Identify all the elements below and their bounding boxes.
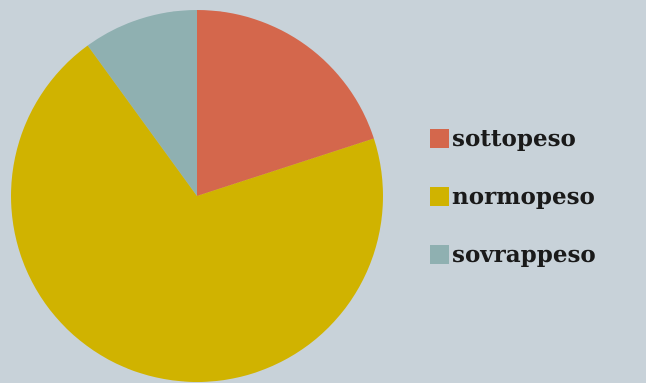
legend-swatch-sovrappeso xyxy=(430,245,449,264)
pie-slice-normopeso xyxy=(11,45,384,382)
legend: sottopeso normopeso sovrappeso xyxy=(430,125,596,268)
legend-label-sottopeso: sottopeso xyxy=(452,125,576,152)
legend-label-normopeso: normopeso xyxy=(452,183,595,210)
pie-slice-sottopeso xyxy=(197,10,374,196)
legend-label-sovrappeso: sovrappeso xyxy=(452,241,596,268)
legend-swatch-normopeso xyxy=(430,187,449,206)
pie-slices xyxy=(11,10,384,382)
legend-swatch-sottopeso xyxy=(430,129,449,148)
pie-slice-sovrappeso xyxy=(87,10,197,196)
